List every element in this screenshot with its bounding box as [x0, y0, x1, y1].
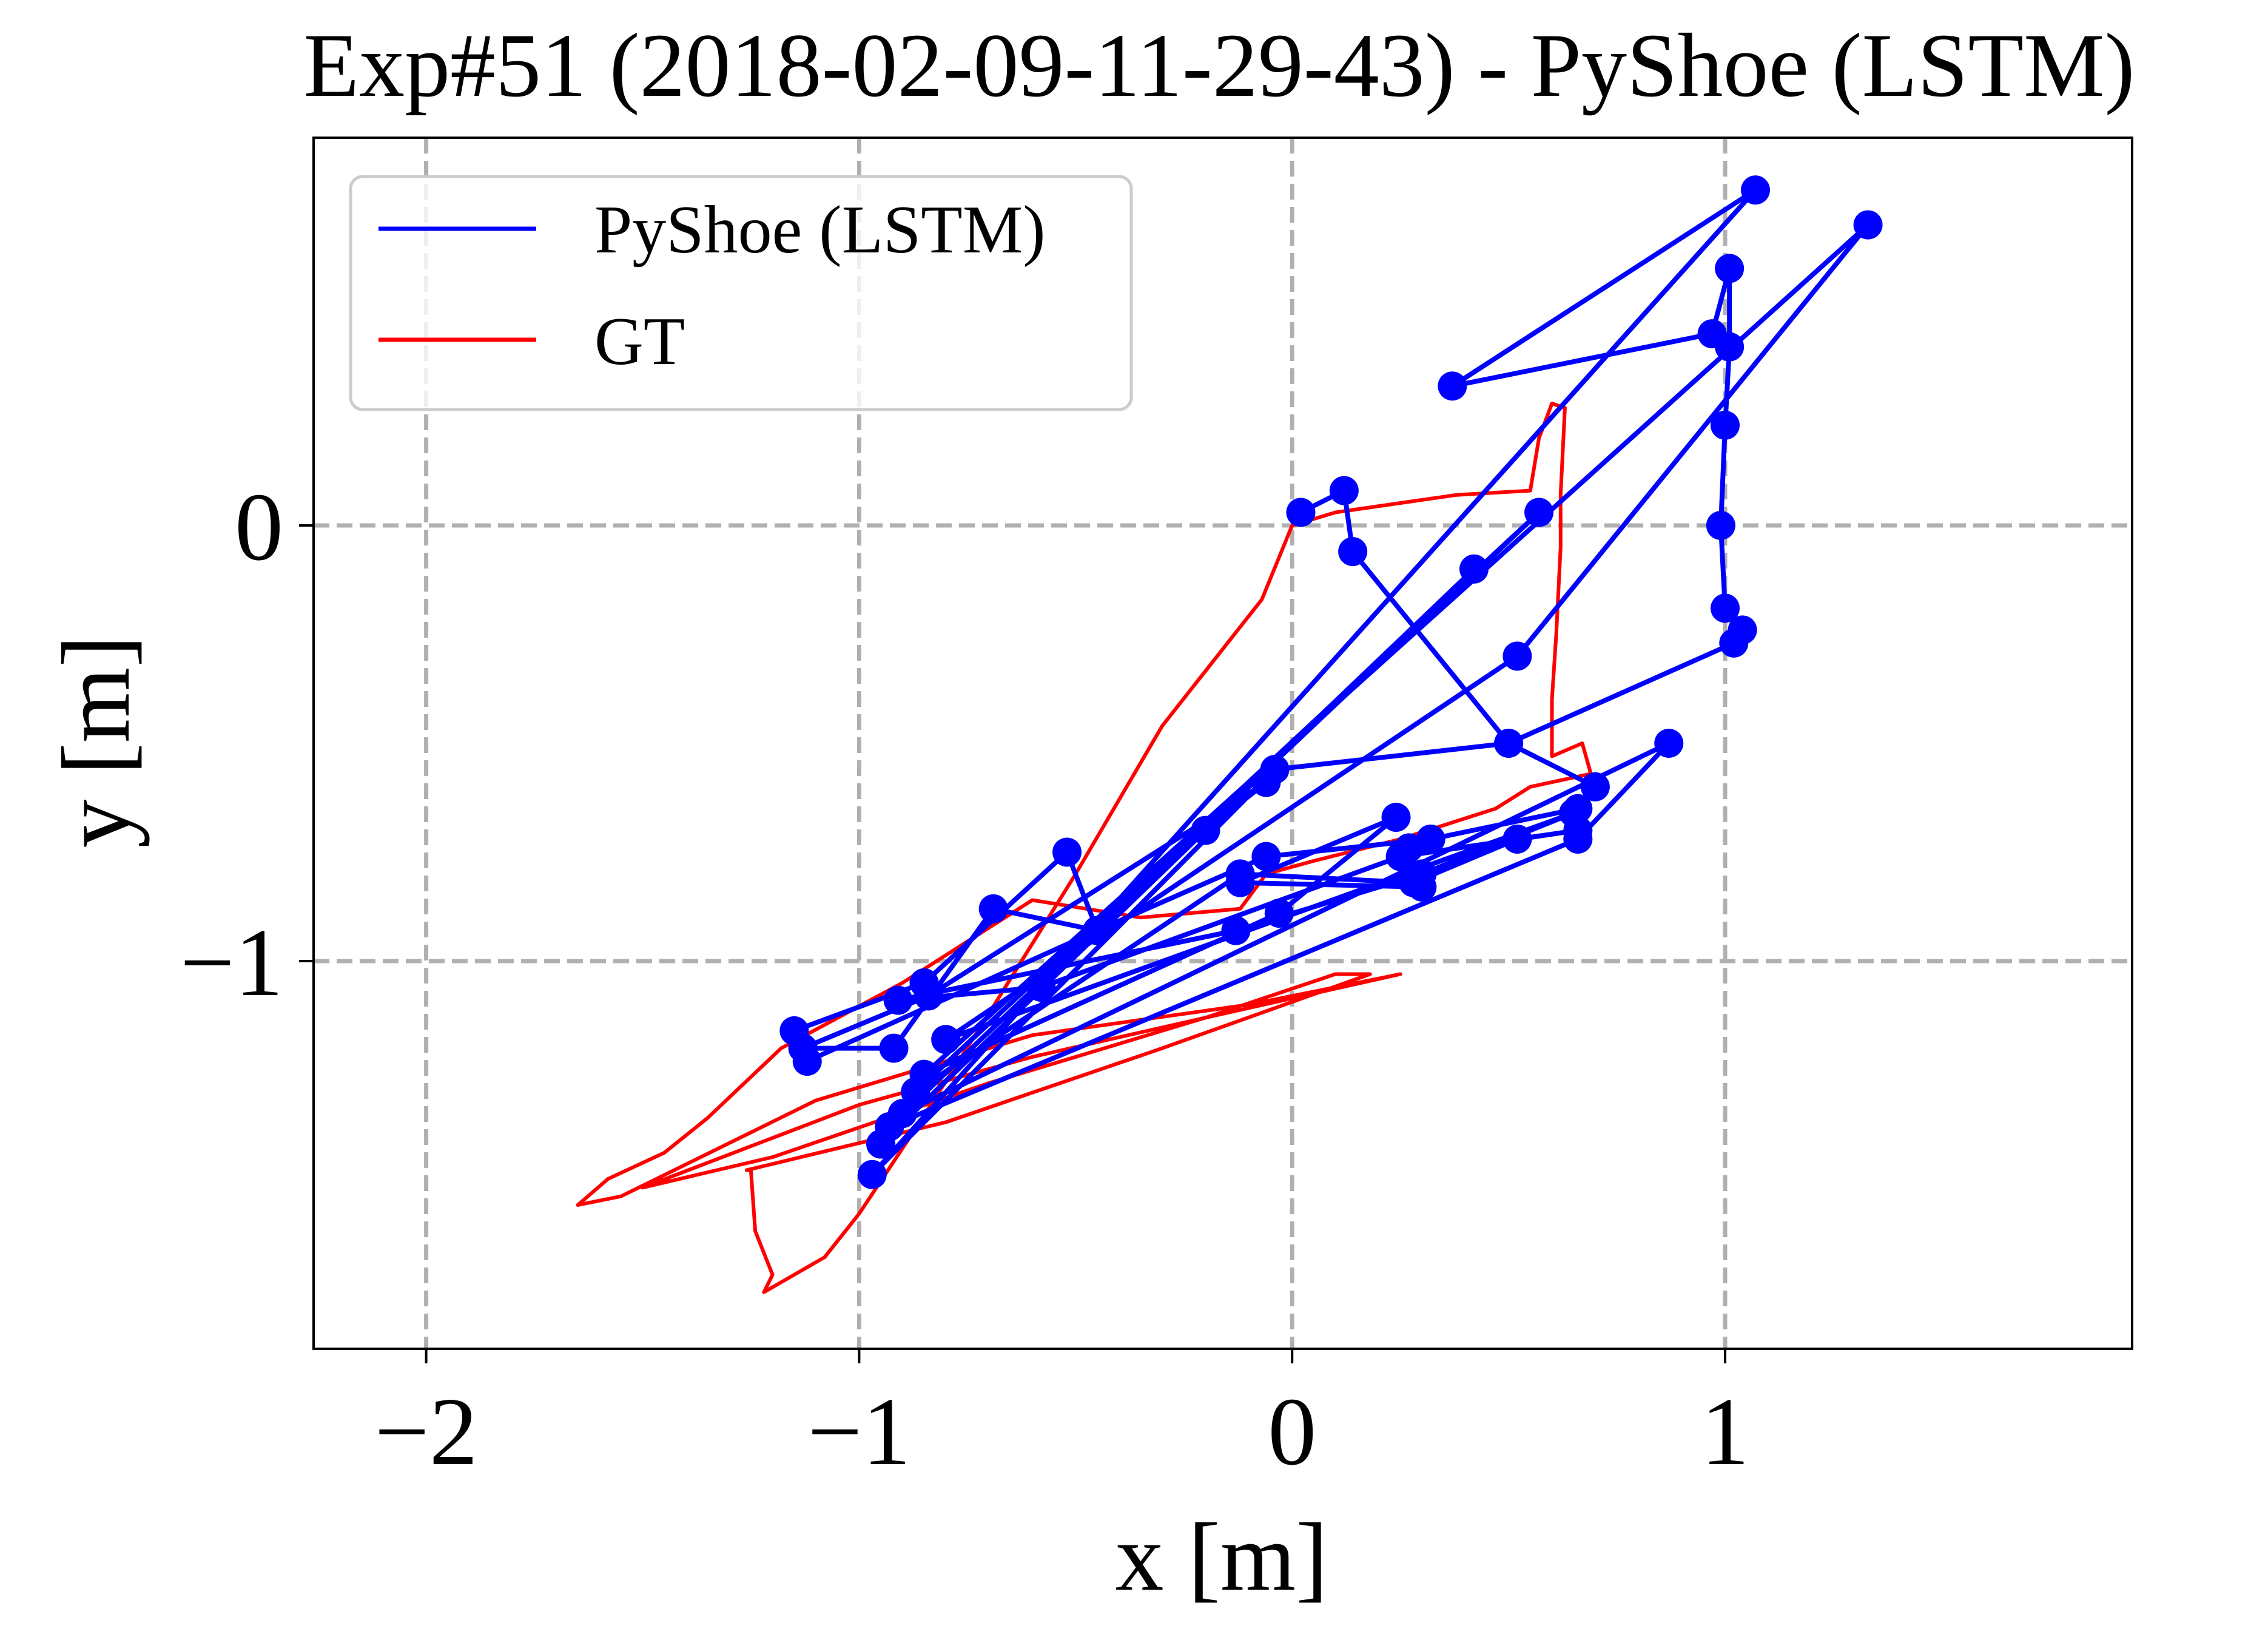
series-point-pyshoe: [883, 985, 913, 1015]
series-point-pyshoe: [1697, 319, 1727, 349]
series-point-pyshoe: [1502, 641, 1532, 671]
series-point-pyshoe: [1251, 842, 1281, 871]
x-tick-label: 1: [1701, 1377, 1749, 1485]
series-point-pyshoe: [1381, 803, 1411, 832]
y-tick-label: 0: [235, 473, 283, 581]
series-point-pyshoe: [909, 1059, 939, 1089]
series-point-pyshoe: [1338, 537, 1368, 567]
series-point-pyshoe: [1191, 815, 1220, 845]
series-point-pyshoe: [857, 1159, 887, 1189]
series-point-pyshoe: [1026, 973, 1056, 1002]
series-point-pyshoe: [1225, 868, 1255, 897]
series-point-pyshoe: [1580, 772, 1610, 802]
series-point-pyshoe: [1286, 498, 1316, 527]
series-point-pyshoe: [1706, 511, 1735, 541]
series-point-pyshoe: [887, 1099, 917, 1129]
series-point-pyshoe: [1407, 872, 1437, 902]
series-point-pyshoe: [1654, 729, 1684, 758]
x-tick-label: −1: [807, 1377, 910, 1485]
plot-area: [312, 137, 2133, 1350]
plot-markers: [779, 175, 1883, 1189]
series-point-pyshoe: [1438, 371, 1467, 401]
series-point-pyshoe: [914, 981, 943, 1011]
series-point-pyshoe: [1728, 615, 1757, 645]
legend-frame: [349, 175, 1133, 411]
series-point-pyshoe: [1052, 837, 1082, 867]
series-point-pyshoe: [1502, 824, 1532, 854]
series-point-pyshoe: [1251, 768, 1281, 797]
x-tick-label: −2: [374, 1377, 477, 1485]
series-point-pyshoe: [1459, 554, 1489, 584]
legend-label-pyshoe: PyShoe (LSTM): [594, 192, 1046, 268]
series-point-pyshoe: [1853, 210, 1883, 240]
series-point-pyshoe: [978, 894, 1008, 923]
series-point-pyshoe: [931, 1025, 961, 1055]
y-axis-label: y [m]: [42, 635, 150, 848]
series-point-pyshoe: [1264, 899, 1294, 928]
chart-title: Exp#51 (2018-02-09-11-29-43) - PyShoe (L…: [303, 15, 2135, 116]
series-point-pyshoe: [1740, 175, 1770, 205]
series-point-pyshoe: [1221, 916, 1251, 945]
series-point-pyshoe: [1524, 498, 1554, 527]
axis-ticks: −2 −1 0 1 0 −1: [180, 473, 1749, 1485]
legend-label-gt: GT: [594, 304, 685, 379]
series-point-pyshoe: [788, 1033, 818, 1063]
series-point-pyshoe: [1711, 593, 1740, 623]
legend: PyShoe (LSTM) GT: [349, 175, 1133, 411]
series-point-pyshoe: [1329, 476, 1359, 505]
series-point-pyshoe: [1711, 410, 1740, 440]
series-point-pyshoe: [1494, 729, 1524, 758]
series-point-pyshoe: [1559, 798, 1589, 828]
x-tick-label: 0: [1268, 1377, 1316, 1485]
y-tick-label: −1: [180, 908, 283, 1016]
series-point-pyshoe: [1394, 833, 1424, 863]
series-point-pyshoe: [1082, 916, 1112, 945]
series-point-pyshoe: [879, 1033, 909, 1063]
series-point-pyshoe: [1715, 254, 1745, 283]
x-axis-label: x [m]: [1115, 1503, 1328, 1611]
